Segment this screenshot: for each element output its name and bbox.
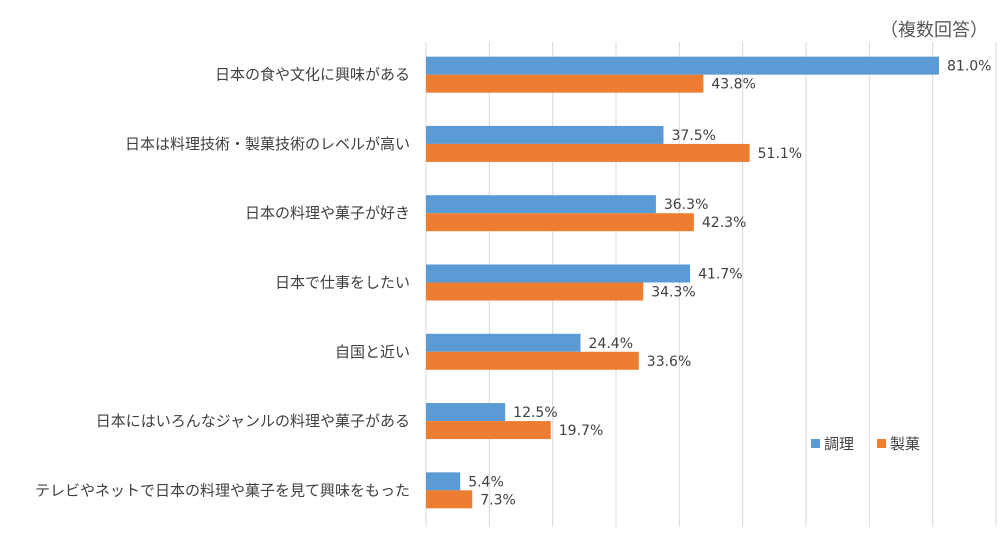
data-label: 19.7% [559, 423, 603, 439]
data-label: 37.5% [672, 128, 716, 144]
bar-series1 [426, 472, 461, 491]
bar-series2 [426, 74, 704, 93]
data-label: 34.3% [651, 285, 695, 301]
legend-swatch [877, 439, 886, 448]
data-label: 24.4% [589, 336, 633, 352]
data-label: 7.3% [480, 492, 516, 508]
legend: 調理 製菓 [811, 435, 920, 453]
data-label: 42.3% [702, 215, 746, 231]
chart-note: （複数回答） [880, 20, 988, 41]
data-label: 51.1% [758, 146, 802, 162]
category-label: 自国と近い [335, 343, 410, 361]
category-label: 日本にはいろんなジャンルの料理や菓子がある [96, 412, 410, 430]
gridlines [425, 42, 997, 527]
data-label: 5.4% [468, 474, 504, 490]
bar-series1 [426, 333, 581, 352]
bar-series2 [426, 490, 473, 509]
bar-series1 [426, 125, 664, 144]
data-label: 41.7% [698, 267, 742, 283]
bar-series2 [426, 351, 639, 370]
bar-series1 [426, 56, 939, 75]
bar-series2 [426, 213, 694, 232]
bar-series1 [426, 264, 691, 283]
bar-series1 [426, 403, 506, 422]
value-labels: 81.0% 43.8% 37.5% 51.1% 36.3% 42.3% 41.7%34.3%… [468, 59, 991, 509]
bar-series1 [426, 195, 656, 214]
bar-series2 [426, 282, 644, 301]
data-label: 36.3% [664, 197, 708, 213]
data-label: 12.5% [513, 405, 557, 421]
category-label: 日本で仕事をしたい [275, 274, 410, 292]
data-label: 43.8% [711, 77, 755, 93]
category-label: 日本の食や文化に興味がある [215, 66, 410, 84]
bar-series2 [426, 421, 551, 440]
legend-swatch [811, 439, 820, 448]
bars [426, 56, 939, 509]
category-label: 日本の料理や菓子が好き [245, 204, 410, 222]
bar-series2 [426, 143, 750, 162]
data-label: 33.6% [647, 354, 691, 370]
legend-label: 調理 [824, 435, 854, 453]
legend-label: 製菓 [890, 435, 920, 453]
category-label: テレビやネットで日本の料理や菓子を見て興味をもった [35, 481, 410, 499]
category-labels: 日本の食や文化に興味がある日本は料理技術・製菓技術のレベルが高い日本の料理や菓子… [35, 66, 410, 500]
data-label: 81.0% [947, 59, 991, 75]
category-label: 日本は料理技術・製菓技術のレベルが高い [125, 135, 410, 153]
